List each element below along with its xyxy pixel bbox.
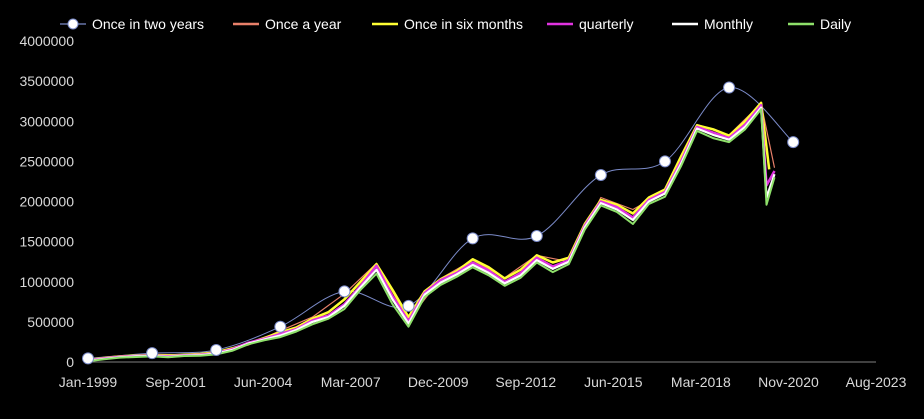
x-tick-label: Jun-2015 bbox=[584, 374, 643, 390]
data-point-marker bbox=[274, 320, 287, 333]
legend-label: Daily bbox=[820, 16, 851, 32]
data-point-marker bbox=[210, 343, 223, 356]
series-line-once-in-two-years bbox=[87, 87, 794, 359]
series-line-quarterly bbox=[87, 103, 776, 362]
legend-label: Once a year bbox=[265, 16, 342, 32]
x-tick-label: Mar-2007 bbox=[321, 374, 381, 390]
data-point-marker bbox=[146, 347, 159, 360]
x-tick-label: Nov-2020 bbox=[758, 374, 819, 390]
x-tick-label: Sep-2001 bbox=[145, 374, 206, 390]
data-point-marker bbox=[338, 285, 351, 298]
x-tick-label: Jan-1999 bbox=[59, 374, 118, 390]
data-point-marker bbox=[402, 299, 415, 312]
y-tick-label: 2000000 bbox=[19, 194, 74, 210]
data-point-marker bbox=[82, 352, 94, 365]
y-tick-label: 2500000 bbox=[19, 153, 74, 169]
y-tick-label: 1000000 bbox=[19, 274, 74, 290]
legend-label: Monthly bbox=[704, 16, 753, 32]
data-point-marker bbox=[530, 230, 543, 243]
series-lines bbox=[82, 81, 800, 365]
series-line-daily bbox=[87, 108, 776, 363]
data-point-marker bbox=[594, 169, 607, 182]
x-tick-label: Jun-2004 bbox=[234, 374, 293, 390]
x-tick-label: Dec-2009 bbox=[408, 374, 469, 390]
legend-label: Once in six months bbox=[404, 16, 523, 32]
y-axis: 0 500000 1000000 1500000 2000000 2500000 30000… bbox=[19, 33, 74, 370]
data-point-marker bbox=[787, 136, 800, 149]
x-tick-label: Mar-2018 bbox=[671, 374, 731, 390]
legend-label: Once in two years bbox=[92, 16, 204, 32]
data-point-marker bbox=[658, 155, 671, 168]
x-tick-label: Aug-2023 bbox=[846, 374, 907, 390]
y-tick-label: 0 bbox=[66, 354, 74, 370]
legend-marker bbox=[67, 18, 79, 30]
legend: Once in two years Once a year Once in six … bbox=[60, 16, 851, 32]
series-line-once-a-year bbox=[87, 103, 776, 361]
y-tick-label: 500000 bbox=[27, 314, 74, 330]
y-tick-label: 3000000 bbox=[19, 113, 74, 129]
x-axis: Jan-1999 Sep-2001 Jun-2004 Mar-2007 Dec-2009… bbox=[59, 361, 907, 390]
series-line-monthly bbox=[87, 106, 776, 362]
y-tick-label: 1500000 bbox=[19, 234, 74, 250]
legend-label: quarterly bbox=[579, 16, 633, 32]
data-point-marker bbox=[723, 81, 736, 94]
series-line-once-in-six-months bbox=[87, 101, 771, 362]
x-tick-label: Sep-2012 bbox=[495, 374, 556, 390]
data-point-marker bbox=[466, 232, 479, 245]
y-tick-label: 3500000 bbox=[19, 73, 74, 89]
y-tick-label: 4000000 bbox=[19, 33, 74, 49]
